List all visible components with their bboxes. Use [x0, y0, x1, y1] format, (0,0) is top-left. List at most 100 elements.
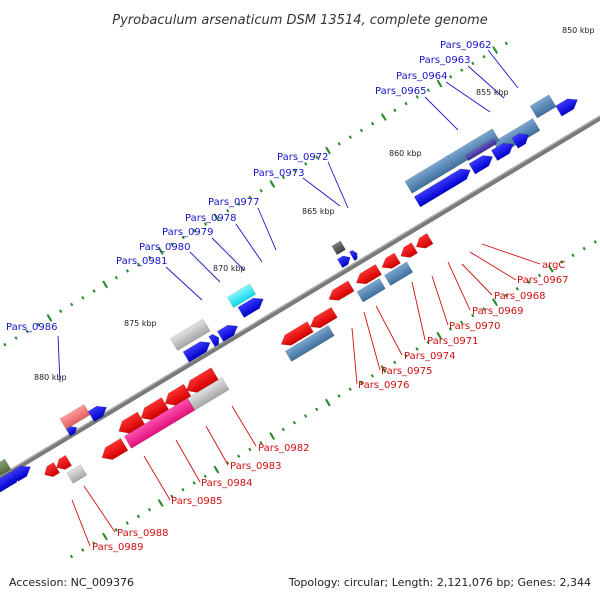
tick-dot-lower: [526, 280, 531, 284]
gene-forward-small[interactable]: [348, 249, 359, 261]
leader-pars-0963: [467, 65, 505, 99]
tick-mark-upper: [46, 313, 53, 322]
gene-label-argc[interactable]: argC: [542, 260, 565, 271]
tick-dot-upper: [448, 75, 453, 79]
gene-label-pars-0962[interactable]: Pars_0962: [440, 40, 491, 51]
gene-label-pars-0973[interactable]: Pars_0973: [253, 168, 304, 179]
gene-pars-0971[interactable]: [356, 277, 386, 303]
kbp-label: 870 kbp: [213, 264, 246, 273]
gene-pars-0985[interactable]: [115, 411, 146, 437]
tick-dot-upper: [460, 68, 464, 72]
position-ticks: [3, 41, 597, 559]
leader-pars-0984: [175, 439, 201, 483]
gene-pars-0984[interactable]: [123, 397, 196, 449]
gene-forward-a5[interactable]: [555, 95, 581, 117]
gene-frame: [0, 94, 581, 495]
gene-label-pars-0988[interactable]: Pars_0988: [117, 528, 168, 539]
tick-mark-lower: [547, 264, 554, 273]
tick-dot-lower: [459, 320, 464, 325]
tick-mark-upper: [157, 246, 164, 255]
gene-label-pars-0972[interactable]: Pars_0972: [277, 152, 328, 163]
gene-label-pars-0970[interactable]: Pars_0970: [449, 321, 500, 332]
tick-dot-lower: [426, 340, 430, 345]
gene-label-pars-0977[interactable]: Pars_0977: [208, 197, 259, 208]
gene-reverse-argc[interactable]: [398, 242, 419, 262]
kbp-label: 875 kbp: [124, 319, 157, 328]
gene-label-pars-0975[interactable]: Pars_0975: [381, 366, 432, 377]
gene-label-pars-0963[interactable]: Pars_0963: [419, 55, 470, 66]
tick-dot-upper: [370, 121, 375, 126]
leader-pars-0980: [189, 251, 221, 283]
gene-label-pars-0974[interactable]: Pars_0974: [404, 351, 455, 362]
gene-forward-b1[interactable]: [87, 402, 110, 423]
tick-dot-lower: [303, 414, 308, 418]
gene-label-pars-0981[interactable]: Pars_0981: [116, 256, 167, 267]
tick-dot-upper: [226, 208, 230, 213]
gene-label-pars-0980[interactable]: Pars_0980: [139, 242, 190, 253]
gene-pars-0988b[interactable]: [53, 454, 73, 472]
gene-label-pars-0964[interactable]: Pars_0964: [396, 71, 447, 82]
gene-pars-0981[interactable]: [182, 338, 213, 363]
gene-forward-a3[interactable]: [490, 139, 516, 162]
gene-pars-0976[interactable]: [284, 325, 335, 362]
leader-pars-0971: [411, 281, 426, 341]
gene-label-pars-0967[interactable]: Pars_0967: [517, 275, 568, 286]
tick-dot-lower: [393, 360, 397, 365]
gene-pars-0968[interactable]: [379, 252, 401, 273]
gene-label-pars-0982[interactable]: Pars_0982: [258, 443, 309, 454]
tick-dot-lower: [125, 521, 129, 525]
tick-dot-lower: [181, 487, 185, 492]
gene-forward-b2[interactable]: [65, 424, 79, 437]
gene-label-pars-0971[interactable]: Pars_0971: [427, 336, 478, 347]
gene-label-pars-0978[interactable]: Pars_0978: [185, 213, 236, 224]
leader-pars-0968: [461, 263, 493, 296]
gene-label-pars-0976[interactable]: Pars_0976: [358, 380, 409, 391]
gene-forward-c2[interactable]: [11, 462, 34, 482]
gene-forward-a1[interactable]: [413, 165, 473, 208]
gene-label-pars-0984[interactable]: Pars_0984: [201, 478, 252, 489]
gene-forward-gray[interactable]: [169, 318, 211, 351]
gene-pars-0989[interactable]: [66, 464, 88, 484]
gene-forward-a4[interactable]: [511, 130, 532, 149]
gene-pars-0980[interactable]: [208, 332, 222, 348]
forward-gene-labels: Pars_0962 Pars_0963 Pars_0964 Pars_0965 …: [6, 40, 491, 333]
gene-pars-0985b[interactable]: [98, 437, 129, 463]
gene-pars-0969[interactable]: [353, 263, 383, 288]
tick-dot-upper: [25, 329, 29, 334]
gene-pars-0988[interactable]: [41, 462, 61, 479]
gene-label-pars-0983[interactable]: Pars_0983: [230, 461, 281, 472]
kbp-label: 850 kbp: [562, 26, 595, 35]
gene-forward-a2[interactable]: [468, 151, 496, 175]
tick-dot-lower: [593, 240, 597, 244]
gene-label-pars-0979[interactable]: Pars_0979: [162, 227, 213, 238]
gene-label-pars-0968[interactable]: Pars_0968: [494, 291, 545, 302]
gene-forward-olive[interactable]: [0, 458, 12, 484]
gene-pars-0970[interactable]: [383, 261, 414, 287]
gene-pars-0972-dark[interactable]: [331, 240, 346, 256]
gene-pars-0965[interactable]: [404, 155, 456, 194]
tick-dot-upper: [170, 242, 174, 246]
gene-pars-0967[interactable]: [413, 233, 434, 252]
leader-pars-0965: [424, 96, 459, 131]
leader-pars-0979: [211, 237, 245, 271]
gene-pars-0974[interactable]: [307, 306, 338, 332]
gene-pars-0979[interactable]: [216, 321, 240, 343]
tick-dot-upper: [14, 336, 18, 340]
gene-pars-0964-overlap[interactable]: [464, 138, 498, 162]
tick-mark-lower: [213, 465, 220, 474]
gene-pars-0978[interactable]: [237, 294, 266, 318]
gene-forward-steel-top[interactable]: [529, 94, 557, 119]
gene-pars-0974b[interactable]: [326, 280, 355, 305]
gene-label-pars-0969[interactable]: Pars_0969: [472, 306, 523, 317]
tick-dot-lower: [92, 541, 96, 545]
gene-label-pars-0985[interactable]: Pars_0985: [171, 496, 222, 507]
gene-label-pars-0989[interactable]: Pars_0989: [92, 542, 143, 553]
tick-dot-upper: [92, 289, 96, 293]
gene-pars-0977[interactable]: [226, 283, 257, 309]
gene-pars-0975[interactable]: [278, 321, 314, 350]
gene-pars-0973[interactable]: [336, 253, 352, 269]
tick-dot-lower: [114, 528, 118, 532]
gene-label-pars-0986[interactable]: Pars_0986: [6, 322, 57, 333]
gene-label-pars-0965[interactable]: Pars_0965: [375, 86, 426, 97]
